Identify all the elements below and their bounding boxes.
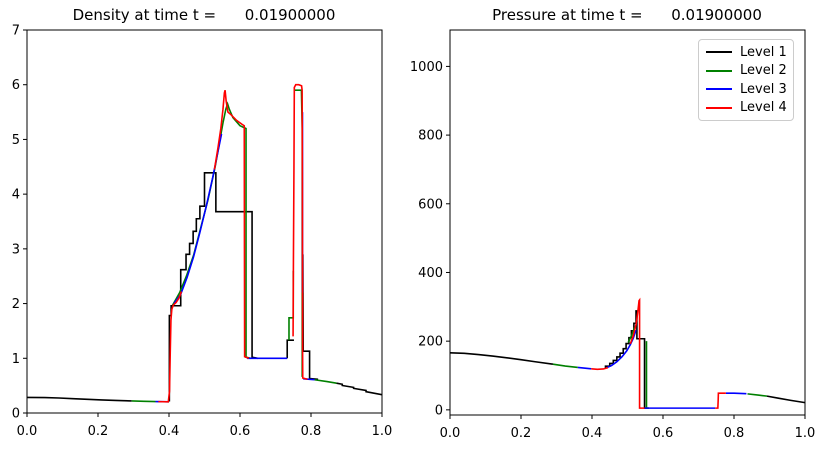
legend-label-level3: Level 3 xyxy=(740,81,787,97)
series-segment-level-1 xyxy=(26,396,132,402)
series-segment-level-1 xyxy=(604,310,649,409)
y-tick-label: 5 xyxy=(12,133,20,148)
series-segment-level-2 xyxy=(645,341,649,409)
series-segment-level-2 xyxy=(171,101,251,360)
series-segment-level-1 xyxy=(449,352,554,365)
y-tick-label: 4 xyxy=(12,188,20,203)
density-chart-title: Density at time t = 0.01900000 xyxy=(72,6,336,24)
legend-entry-level2: Level 2 xyxy=(706,63,787,79)
x-tick-label: 0.2 xyxy=(88,424,109,439)
y-tick-label: 0 xyxy=(435,403,443,418)
series-segment-level-4 xyxy=(715,392,726,409)
legend-label-level1: Level 1 xyxy=(740,44,787,60)
y-tick-label: 6 xyxy=(12,78,20,93)
y-tick-label: 1000 xyxy=(410,60,443,75)
series-segment-level-1 xyxy=(168,172,258,402)
y-tick-label: 400 xyxy=(418,266,443,281)
x-tick-label: 0.0 xyxy=(17,424,38,439)
y-tick-label: 7 xyxy=(12,24,20,39)
pressure-chart-title: Pressure at time t = 0.01900000 xyxy=(492,6,762,24)
y-tick-label: 200 xyxy=(418,335,443,350)
y-tick-label: 2 xyxy=(12,297,20,312)
series-segment-level-4 xyxy=(629,297,645,409)
x-tick-label: 0.4 xyxy=(582,426,603,441)
level1-line-swatch xyxy=(706,51,732,54)
x-tick-label: 0.8 xyxy=(301,424,322,439)
series-segment-level-4 xyxy=(158,291,183,403)
legend-label-level2: Level 2 xyxy=(740,63,787,79)
legend-label-level4: Level 4 xyxy=(740,100,787,116)
x-tick-label: 1.0 xyxy=(795,426,816,441)
legend-entry-level4: Level 4 xyxy=(706,100,787,116)
x-tick-label: 0.0 xyxy=(440,426,461,441)
series-segment-level-1 xyxy=(286,339,294,359)
level2-line-swatch xyxy=(706,69,732,72)
y-tick-label: 800 xyxy=(418,129,443,144)
series-segment-level-1 xyxy=(336,382,383,396)
level4-line-swatch xyxy=(706,106,732,109)
y-tick-label: 0 xyxy=(12,407,20,422)
axes-frame xyxy=(449,29,806,416)
axes-frame xyxy=(26,29,383,414)
x-tick-label: 0.4 xyxy=(159,424,180,439)
series-segment-level-2 xyxy=(294,89,304,377)
series-segment-level-2 xyxy=(627,327,636,343)
series-segment-level-1 xyxy=(766,395,806,404)
series-segment-level-2 xyxy=(314,378,337,384)
series-segment-level-4 xyxy=(292,83,308,381)
legend-entry-level1: Level 1 xyxy=(706,44,787,60)
x-tick-label: 1.0 xyxy=(372,424,393,439)
series-segment-level-2 xyxy=(747,393,768,397)
y-tick-label: 600 xyxy=(418,197,443,212)
series-segment-level-4 xyxy=(213,89,250,360)
legend-box: Level 1 Level 2 Level 3 Level 4 xyxy=(698,39,794,121)
y-tick-label: 3 xyxy=(12,242,20,257)
series-segment-level-3 xyxy=(577,366,592,370)
y-tick-label: 1 xyxy=(12,352,20,367)
series-segment-level-3 xyxy=(725,392,747,395)
level3-line-swatch xyxy=(706,88,732,91)
x-tick-label: 0.8 xyxy=(724,426,745,441)
legend-entry-level3: Level 3 xyxy=(706,81,787,97)
x-tick-label: 0.6 xyxy=(653,426,674,441)
series-segment-level-2 xyxy=(131,400,156,403)
series-segment-level-2 xyxy=(552,363,578,369)
series-segment-level-4 xyxy=(591,366,609,371)
x-tick-label: 0.2 xyxy=(511,426,532,441)
series-segment-level-1 xyxy=(302,254,319,381)
x-tick-label: 0.6 xyxy=(230,424,251,439)
